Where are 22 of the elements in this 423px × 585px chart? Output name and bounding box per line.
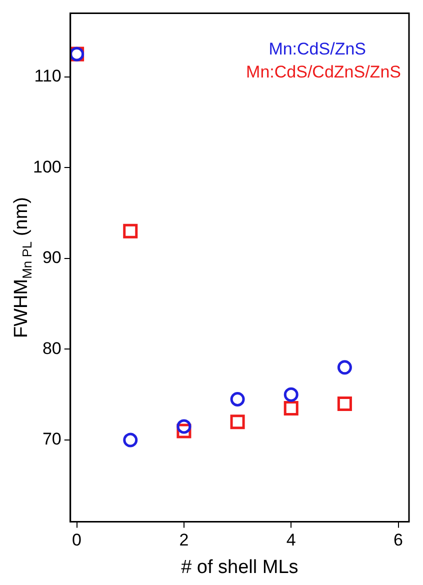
- point: [123, 224, 138, 238]
- point: [284, 387, 298, 402]
- point: [230, 414, 245, 430]
- y-tick-label: 70: [42, 430, 62, 449]
- text: Mn:CdS/ZnS: [268, 39, 366, 58]
- y-tick-label: 80: [42, 338, 62, 358]
- point: [230, 392, 245, 406]
- point: [123, 432, 138, 448]
- point: [337, 360, 352, 375]
- y-tick-label: 110: [34, 66, 62, 86]
- point: [176, 419, 192, 434]
- x-axis-title: # of shell MLs: [181, 556, 298, 578]
- text: Mn:CdS/CdZnS/ZnS: [246, 62, 401, 82]
- x-tick-label: 2: [179, 530, 189, 550]
- y-tick-label: 100: [32, 157, 62, 176]
- x-tick-label: 6: [394, 530, 404, 550]
- point: [337, 396, 352, 411]
- point: [284, 401, 298, 416]
- y-axis-title: FWHMMn PL (nm): [11, 197, 35, 338]
- y-tick-label: 90: [42, 248, 62, 268]
- x-tick-label: 4: [286, 530, 296, 550]
- x-tick-label: 0: [72, 530, 82, 550]
